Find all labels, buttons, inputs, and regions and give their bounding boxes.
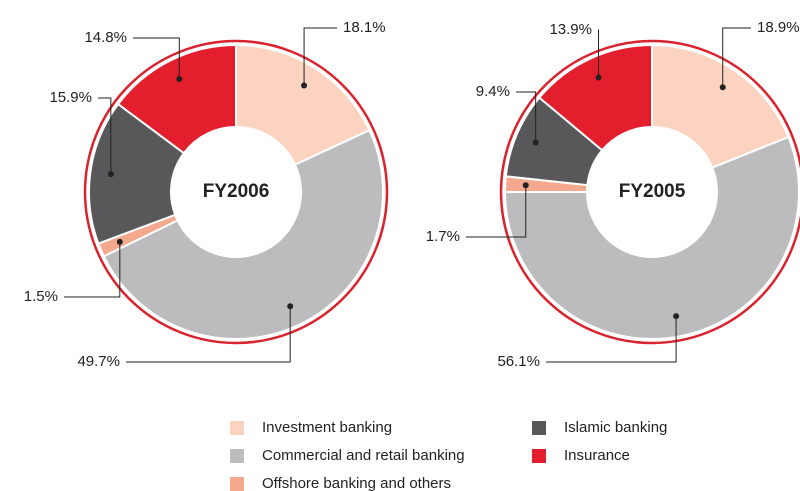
leader-dot bbox=[522, 182, 529, 189]
value-label: 1.5% bbox=[24, 288, 58, 305]
chart-title: FY2006 bbox=[203, 181, 270, 202]
leader-line bbox=[466, 185, 527, 238]
leader-dot bbox=[116, 238, 123, 245]
chart-title: FY2005 bbox=[619, 181, 686, 202]
value-label: 18.9% bbox=[757, 19, 800, 36]
legend-label: Investment banking bbox=[262, 419, 392, 436]
outer-ring bbox=[83, 39, 389, 345]
slice bbox=[116, 43, 237, 155]
value-label: 49.7% bbox=[77, 353, 120, 370]
value-label: 1.7% bbox=[426, 228, 460, 245]
slice bbox=[503, 135, 800, 340]
leader-line bbox=[98, 97, 112, 175]
legend-label: Offshore banking and others bbox=[262, 475, 451, 491]
leader-line bbox=[133, 37, 180, 80]
legend-swatch bbox=[230, 421, 244, 435]
leader-dot bbox=[532, 139, 539, 146]
leader-line bbox=[546, 316, 677, 363]
leader-dot bbox=[287, 303, 294, 310]
legend-label: Islamic banking bbox=[564, 419, 667, 436]
legend-swatch bbox=[230, 477, 244, 491]
leader-dot bbox=[595, 74, 602, 81]
value-label: 15.9% bbox=[49, 89, 92, 106]
slice bbox=[537, 43, 653, 152]
value-label: 14.8% bbox=[84, 29, 127, 46]
legend-swatch bbox=[230, 449, 244, 463]
leader-line bbox=[64, 241, 121, 298]
legend-swatch bbox=[532, 421, 546, 435]
leader-line bbox=[126, 306, 291, 363]
legend-label: Commercial and retail banking bbox=[262, 447, 465, 464]
value-label: 18.1% bbox=[343, 19, 386, 36]
leader-dot bbox=[176, 76, 183, 83]
legend-label: Insurance bbox=[564, 447, 630, 464]
value-label: 56.1% bbox=[497, 353, 540, 370]
slice bbox=[235, 43, 371, 167]
leader-dot bbox=[107, 171, 114, 178]
slice bbox=[102, 128, 384, 340]
leader-line bbox=[303, 27, 337, 86]
legend-swatch bbox=[532, 449, 546, 463]
leader-dot bbox=[301, 82, 308, 89]
leader-dot bbox=[673, 313, 680, 320]
leader-line bbox=[516, 91, 537, 143]
leader-line bbox=[722, 27, 751, 88]
slice bbox=[651, 43, 790, 169]
slice bbox=[88, 102, 186, 245]
leader-dot bbox=[719, 84, 726, 91]
value-label: 9.4% bbox=[476, 83, 510, 100]
value-label: 13.9% bbox=[549, 21, 592, 38]
leader-line bbox=[598, 29, 600, 78]
outer-ring bbox=[499, 39, 800, 345]
